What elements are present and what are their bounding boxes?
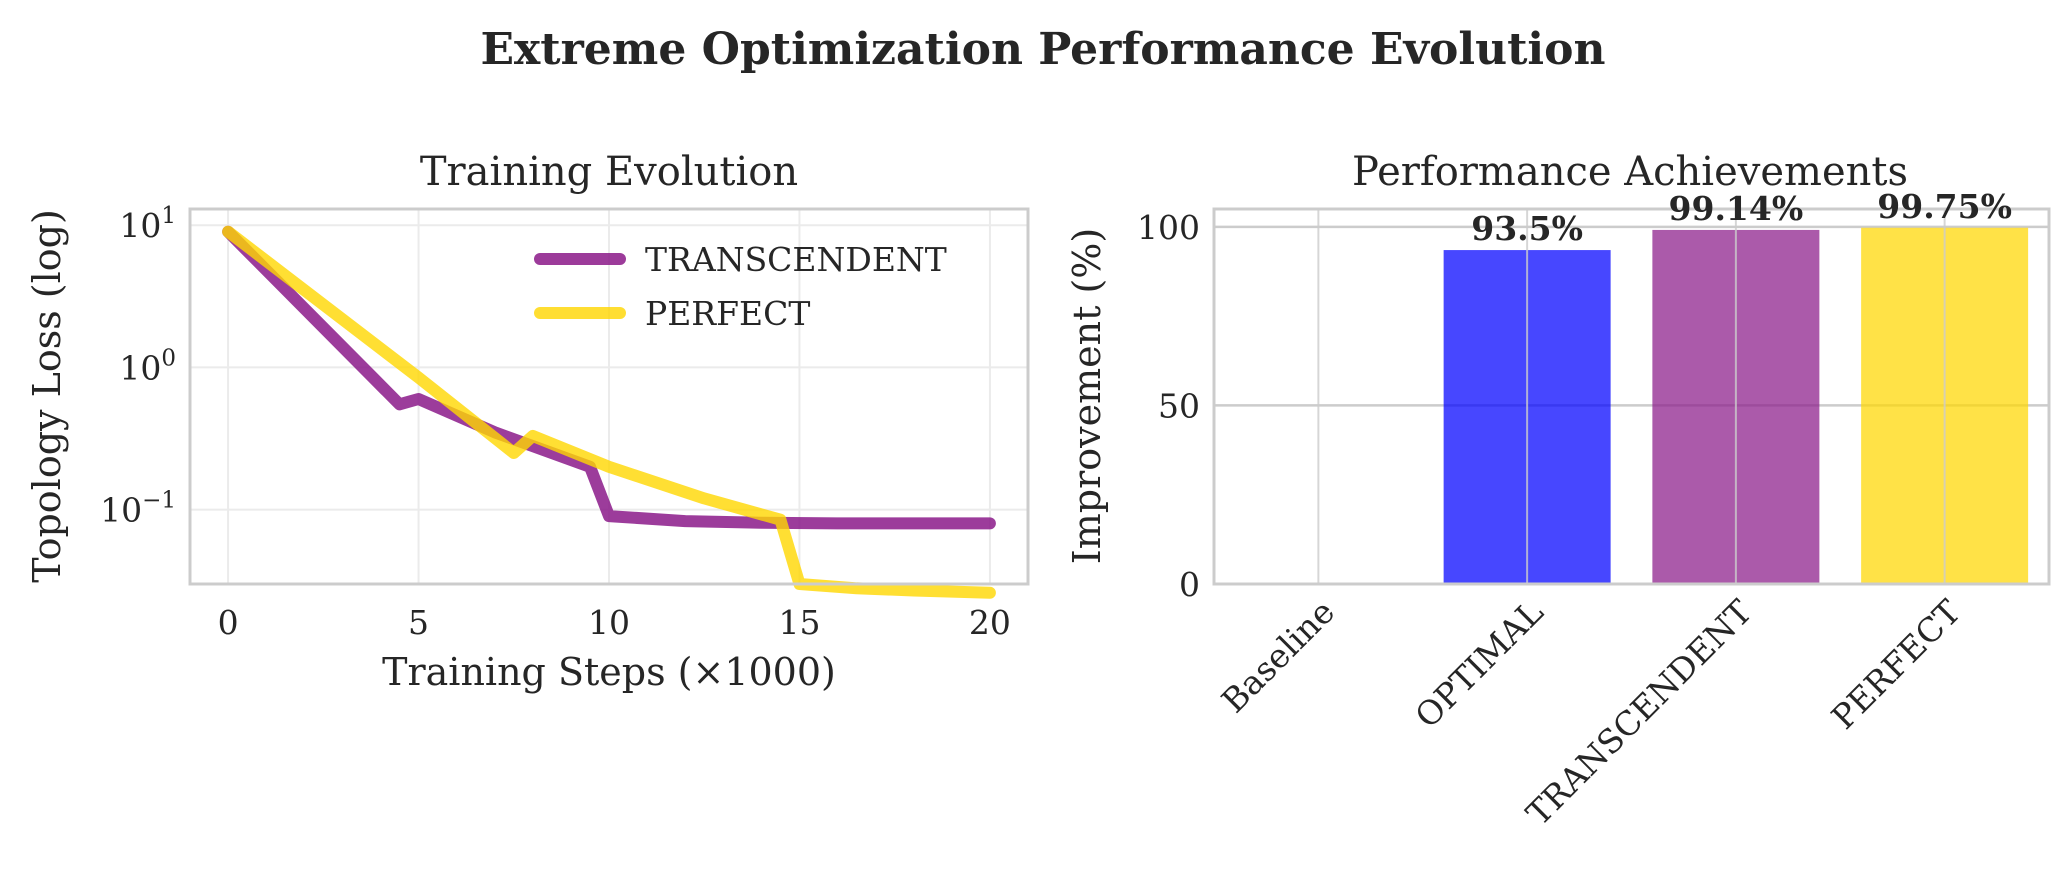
legend-label-perfect: PERFECT <box>645 294 810 333</box>
legend-label-transcendent: TRANSCENDENT <box>645 240 947 279</box>
series-line-transcendent <box>222 225 996 530</box>
left-legend: TRANSCENDENT PERFECT <box>534 240 947 333</box>
right-y-axis-label: Improvement (%) <box>1065 228 1109 564</box>
training-evolution-panel: Training Evolution 0 5 10 15 20 101 100 10−1 T… <box>25 149 1030 694</box>
figure-title: Extreme Optimization Performance Evoluti… <box>481 24 1606 75</box>
left-y-tick-label: 101 <box>119 203 176 245</box>
right-x-tick-label: PERFECT <box>1824 592 1969 737</box>
left-x-axis-label: Training Steps (×1000) <box>382 650 836 694</box>
left-x-tick-label: 10 <box>588 603 630 642</box>
right-chart-title: Performance Achievements <box>1352 149 1908 195</box>
right-y-tick-label: 0 <box>1179 565 1200 604</box>
right-x-tick-label: Baseline <box>1214 592 1342 720</box>
left-plot-frame <box>188 207 1030 586</box>
left-x-tick-label: 0 <box>218 603 239 642</box>
right-y-tick-label: 100 <box>1137 208 1200 247</box>
left-y-tick-label: 10−1 <box>100 488 176 530</box>
right-plot-frame <box>1212 207 2051 586</box>
right-x-tick-label: OPTIMAL <box>1407 592 1550 735</box>
right-x-tick-label: TRANSCENDENT <box>1519 592 1760 833</box>
right-vertical-gridlines <box>1317 209 1946 584</box>
bar-value-label: 93.5% <box>1471 209 1583 248</box>
left-x-ticks: 0 5 10 15 20 <box>218 603 1011 642</box>
right-y-ticks: 0 50 100 <box>1137 208 1200 604</box>
left-series-lines <box>222 225 996 599</box>
right-y-tick-label: 50 <box>1158 386 1200 425</box>
left-x-tick-label: 15 <box>778 603 820 642</box>
left-y-tick-label: 100 <box>119 345 176 387</box>
left-x-tick-label: 20 <box>969 603 1011 642</box>
series-line-perfect <box>222 225 996 599</box>
bar-value-label: 99.14% <box>1669 189 1804 228</box>
left-gridlines <box>190 209 1028 584</box>
left-x-tick-label: 5 <box>408 603 429 642</box>
performance-achievements-panel: Performance Achievements 0 50 100 Baseline… <box>1065 149 2051 833</box>
left-chart-title: Training Evolution <box>420 149 798 195</box>
left-y-axis-label: Topology Loss (log) <box>25 209 69 583</box>
left-y-ticks: 101 100 10−1 <box>100 203 176 529</box>
right-bar-value-labels: 93.5% 99.14% 99.75% <box>1471 187 2012 248</box>
bar-value-label: 99.75% <box>1877 187 2012 226</box>
